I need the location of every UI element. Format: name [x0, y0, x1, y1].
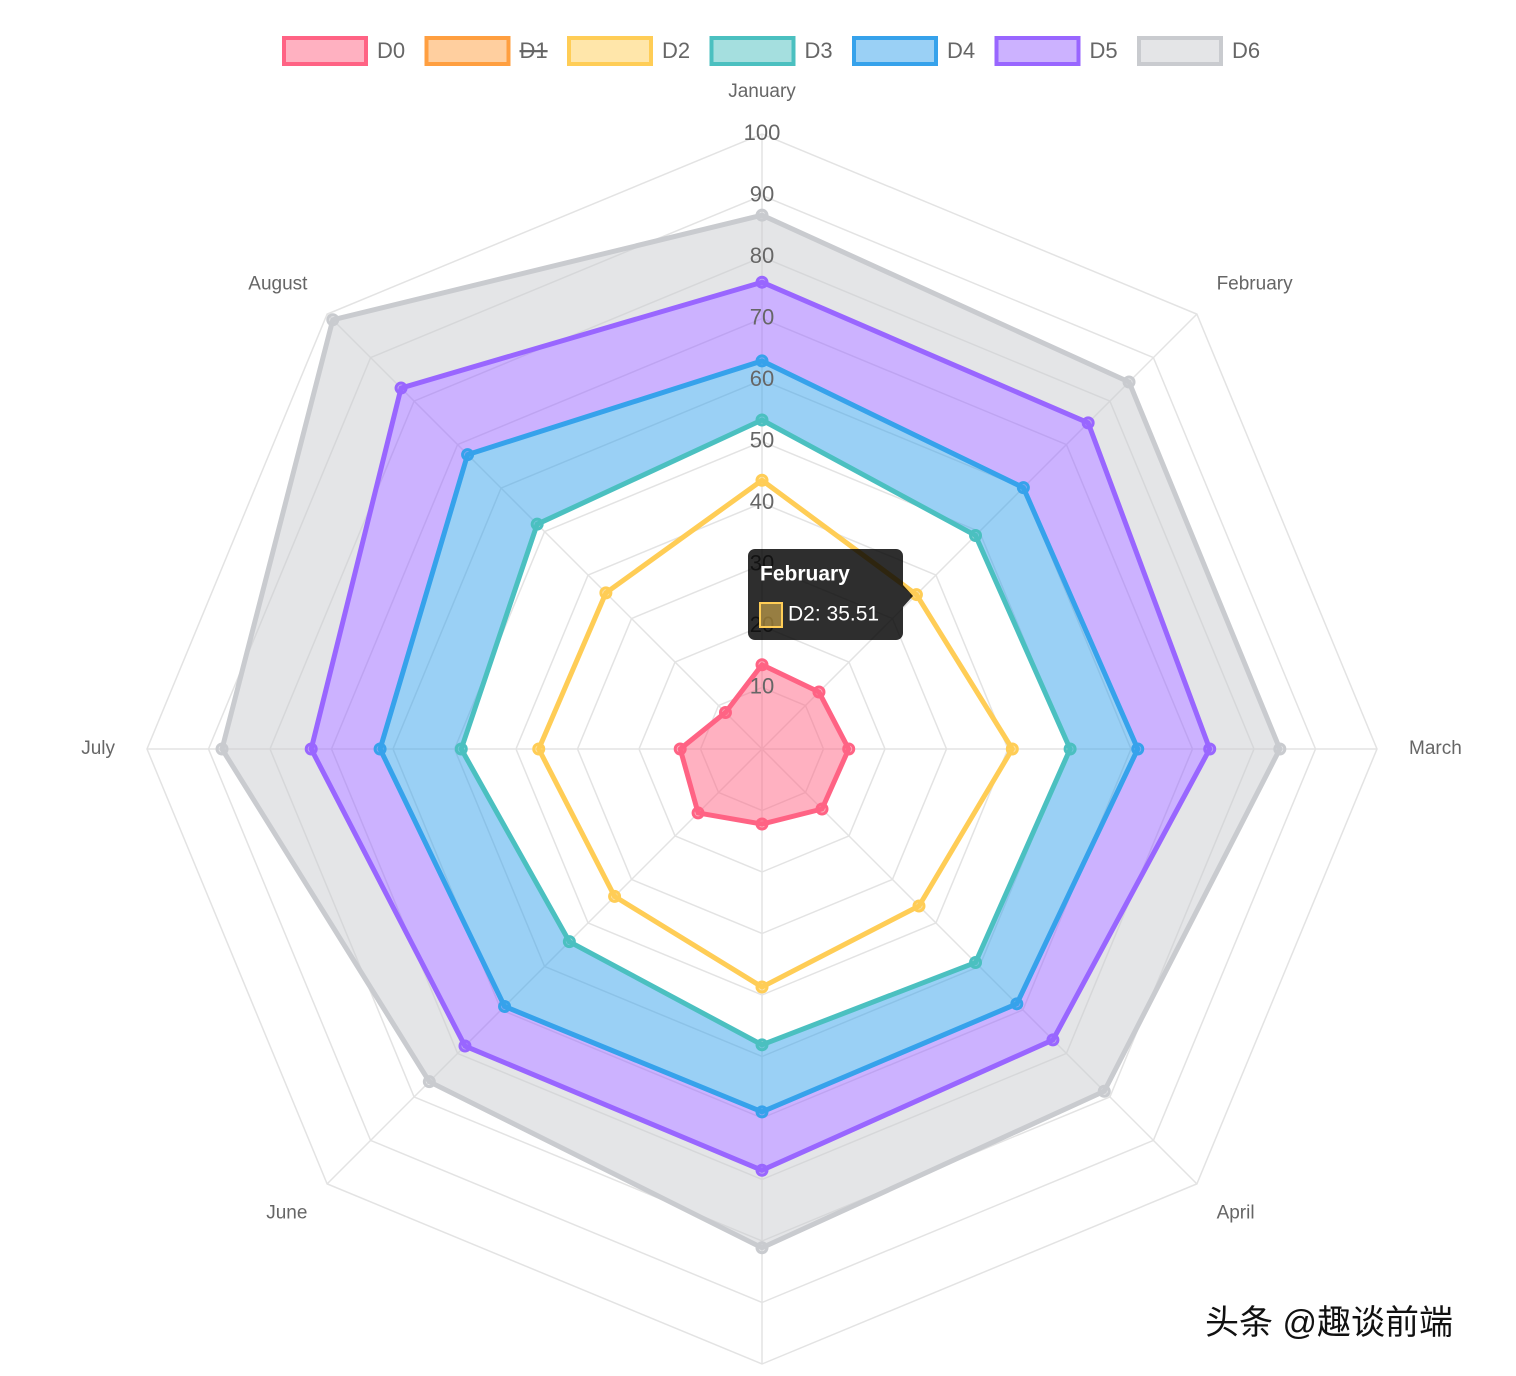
legend-swatch: [424, 36, 511, 66]
point: [812, 685, 826, 699]
point: [215, 742, 229, 756]
point: [691, 806, 705, 820]
point: [326, 313, 340, 327]
point: [969, 956, 983, 970]
fills: [222, 215, 1280, 1248]
r-tick-label: 40: [750, 489, 774, 514]
legend-label: D0: [377, 38, 405, 63]
tooltip-caret: [903, 585, 913, 607]
tooltip-box: [748, 549, 903, 640]
point: [1131, 742, 1145, 756]
legend-swatch: [567, 36, 653, 66]
lines: [215, 208, 1287, 1255]
point: [304, 742, 318, 756]
point: [755, 1038, 769, 1052]
legend-label: D6: [1232, 38, 1260, 63]
point: [608, 889, 622, 903]
point-label: July: [81, 738, 115, 759]
point-label: April: [1217, 1203, 1255, 1224]
point: [755, 658, 769, 672]
tooltip: February D2: 35.51: [748, 549, 913, 640]
r-tick-label: 90: [750, 181, 774, 206]
point: [1122, 375, 1136, 389]
legend-label: D4: [947, 38, 975, 63]
legend: D0 D1 D2 D3 D4 D5 D6: [282, 36, 1260, 66]
point: [755, 1163, 769, 1177]
r-tick-label: 60: [750, 366, 774, 391]
point: [1010, 997, 1024, 1011]
point: [394, 381, 408, 395]
point: [1097, 1084, 1111, 1098]
point: [755, 473, 769, 487]
point: [755, 817, 769, 831]
point: [969, 528, 983, 542]
point: [1081, 416, 1095, 430]
r-tick-label: 50: [750, 427, 774, 452]
r-tick-label: 100: [744, 120, 781, 145]
r-tick-label: 70: [750, 304, 774, 329]
point: [373, 742, 387, 756]
legend-swatch: [1137, 36, 1223, 66]
point: [909, 588, 923, 602]
point: [755, 354, 769, 368]
point: [422, 1075, 436, 1089]
point: [755, 208, 769, 222]
point: [815, 802, 829, 816]
point: [1046, 1033, 1060, 1047]
point: [1273, 742, 1287, 756]
r-tick-label: 80: [750, 243, 774, 268]
point: [1203, 742, 1217, 756]
point: [755, 413, 769, 427]
point: [755, 1241, 769, 1255]
point: [458, 1039, 472, 1053]
point-label: August: [248, 273, 308, 294]
point: [599, 586, 613, 600]
legend-swatch: [994, 36, 1081, 66]
point: [755, 980, 769, 994]
point: [562, 935, 576, 949]
point: [530, 517, 544, 531]
point: [842, 742, 856, 756]
point-label: June: [266, 1203, 307, 1224]
point: [461, 448, 475, 462]
legend-swatch: [709, 36, 796, 66]
point: [1063, 742, 1077, 756]
legend-label: D2: [662, 38, 690, 63]
legend-label: D3: [805, 38, 833, 63]
point: [718, 705, 732, 719]
legend-swatch: [852, 36, 938, 66]
r-tick-label: 10: [750, 673, 774, 698]
point-label: February: [1217, 273, 1294, 294]
legend-swatch: [282, 36, 368, 66]
area-fill: [680, 664, 849, 825]
tooltip-title: February: [760, 563, 850, 586]
point: [673, 742, 687, 756]
point: [454, 742, 468, 756]
legend-label: D5: [1090, 38, 1118, 63]
tooltip-swatch: [759, 602, 783, 628]
point: [498, 999, 512, 1013]
point-label: March: [1409, 738, 1462, 759]
watermark: 头条 @趣谈前端: [1205, 1304, 1453, 1342]
point: [1016, 481, 1030, 495]
point: [912, 899, 926, 913]
point: [755, 1105, 769, 1119]
tooltip-text: D2: 35.51: [788, 603, 879, 626]
point: [755, 275, 769, 289]
point: [1005, 742, 1019, 756]
legend-label: D1: [520, 38, 548, 63]
point-label: January: [728, 81, 796, 102]
point: [532, 742, 546, 756]
